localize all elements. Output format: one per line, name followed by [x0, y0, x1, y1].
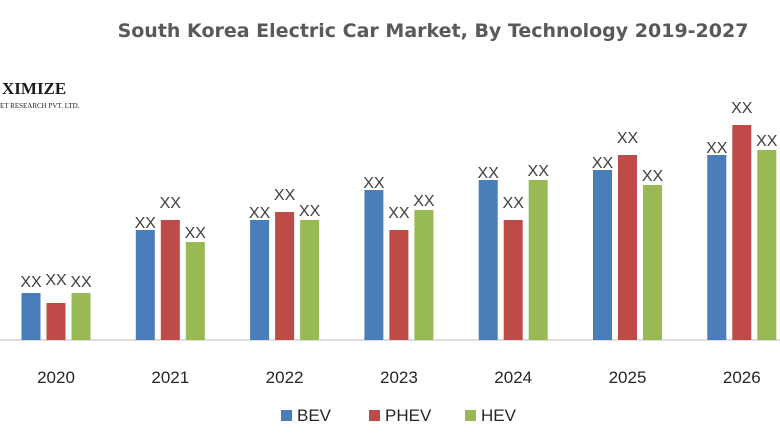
chart-title: South Korea Electric Car Market, By Tech…	[118, 20, 749, 42]
legend-label-bev: BEV	[297, 406, 332, 425]
legend-label-hev: HEV	[481, 406, 517, 425]
bar-phev-2026	[732, 125, 752, 340]
bar-phev-2023	[389, 230, 409, 340]
data-label-bev-2022: XX	[249, 205, 271, 222]
bar-hev-2025	[643, 185, 662, 340]
bar-bev-2022	[250, 220, 270, 340]
data-label-bev-2020: XX	[20, 274, 42, 291]
legend: BEV PHEV HEV	[281, 406, 517, 425]
bar-phev-2025	[618, 155, 637, 340]
data-label-phev-2022: XX	[274, 187, 296, 204]
data-label-phev-2026: XX	[731, 100, 753, 117]
data-label-hev-2022: XX	[299, 203, 321, 220]
legend-swatch-phev	[369, 410, 380, 421]
data-label-bev-2023: XX	[363, 175, 385, 192]
x-tick-label-2023: 2023	[380, 368, 418, 387]
bar-phev-2020	[46, 303, 66, 340]
company-logo: XIMIZE ET RESEARCH PVT. LTD.	[0, 79, 80, 110]
x-tick-label-2022: 2022	[266, 368, 304, 387]
logo-tagline: ET RESEARCH PVT. LTD.	[0, 102, 80, 110]
bars-layer	[21, 125, 777, 340]
bar-phev-2021	[160, 220, 180, 340]
x-tick-label-2021: 2021	[151, 368, 189, 387]
bar-bev-2026	[707, 155, 727, 340]
bar-hev-2022	[300, 220, 320, 340]
bar-bev-2024	[478, 180, 498, 340]
bar-bev-2025	[593, 170, 612, 340]
data-label-hev-2024: XX	[528, 163, 550, 180]
bar-bev-2021	[135, 230, 155, 340]
bar-bev-2020	[21, 293, 41, 340]
bar-hev-2024	[528, 180, 548, 340]
data-label-bev-2021: XX	[135, 215, 157, 232]
legend-swatch-hev	[465, 410, 476, 421]
x-tick-label-2020: 2020	[37, 368, 75, 387]
x-tick-labels: 2020 2021 2022 2023 2024 2025 2026	[37, 368, 761, 387]
bar-phev-2022	[275, 212, 295, 340]
x-tick-label-2026: 2026	[723, 368, 761, 387]
legend-swatch-bev	[281, 410, 292, 421]
data-label-bev-2026: XX	[706, 140, 728, 157]
data-label-phev-2021: XX	[160, 195, 182, 212]
data-label-bev-2024: XX	[478, 165, 500, 182]
x-tick-label-2025: 2025	[609, 368, 647, 387]
data-label-hev-2026: XX	[756, 133, 778, 150]
data-label-phev-2025: XX	[617, 130, 639, 147]
data-label-hev-2021: XX	[185, 225, 207, 242]
bar-phev-2024	[503, 220, 523, 340]
data-label-phev-2020: XX	[45, 272, 67, 289]
x-tick-label-2024: 2024	[494, 368, 532, 387]
logo-wordmark: XIMIZE	[2, 79, 66, 98]
data-label-hev-2020: XX	[70, 274, 92, 291]
bar-hev-2026	[757, 150, 777, 340]
data-label-hev-2025: XX	[642, 168, 664, 185]
bar-hev-2020	[71, 293, 91, 340]
data-label-bev-2025: XX	[592, 155, 614, 172]
data-label-phev-2023: XX	[388, 205, 410, 222]
bar-bev-2023	[364, 190, 384, 340]
bar-hev-2021	[185, 242, 205, 340]
data-label-hev-2023: XX	[413, 193, 435, 210]
data-label-phev-2024: XX	[503, 195, 525, 212]
legend-label-phev: PHEV	[385, 406, 432, 425]
bar-hev-2023	[414, 210, 434, 340]
